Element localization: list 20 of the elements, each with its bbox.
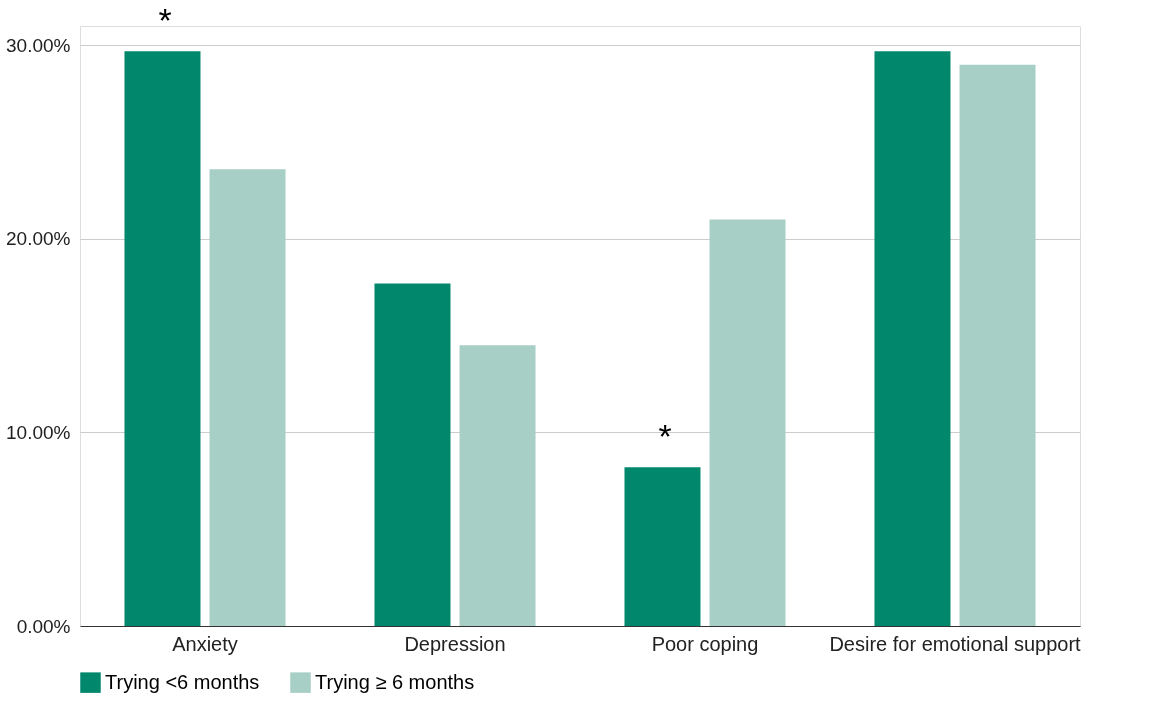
y-tick-label: 20.00% <box>6 228 71 250</box>
bar <box>374 283 451 626</box>
x-tick-label: Desire for emotional support <box>829 632 1082 655</box>
bar <box>209 169 286 626</box>
x-tick-label: Anxiety <box>172 632 238 655</box>
bar <box>874 51 951 626</box>
x-tick-label: Poor coping <box>651 632 759 655</box>
y-tick-label: 30.00% <box>6 34 71 56</box>
bar <box>459 345 536 626</box>
legend-label: Trying ≥ 6 months <box>315 670 475 693</box>
y-tick-label: 10.00% <box>6 421 71 443</box>
bar <box>959 64 1036 626</box>
x-tick-label: Depression <box>404 632 506 655</box>
annotation: * <box>658 417 672 456</box>
bar <box>124 51 201 626</box>
y-tick-label: 0.00% <box>16 615 71 637</box>
annotation: * <box>158 1 172 40</box>
bar <box>709 219 786 626</box>
bar <box>624 467 701 626</box>
legend-label: Trying <6 months <box>105 670 260 693</box>
